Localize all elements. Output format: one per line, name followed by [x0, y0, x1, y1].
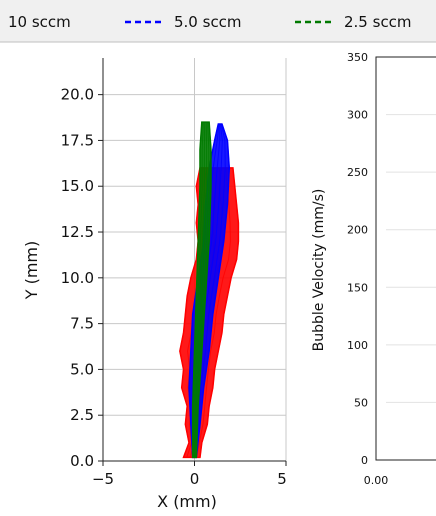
trajectory-strand: [195, 122, 210, 458]
velocity-y-tick-label: 0: [361, 454, 368, 467]
legend: 10 sccm 5.0 sccm 2.5 sccm: [0, 0, 436, 43]
velocity-y-tick-label: 100: [347, 339, 368, 352]
trajectory-y-axis-label: Y (mm): [22, 241, 41, 301]
velocity-y-tick-label: 150: [347, 281, 368, 294]
velocity-grid: [386, 114, 436, 403]
trajectory-y-tick-label: 2.5: [70, 406, 94, 424]
trajectory-strand: [194, 122, 208, 458]
trajectory-y-tick-label: 12.5: [61, 223, 94, 241]
trajectory-x-tick-label: −5: [92, 470, 114, 488]
velocity-y-tick-label: 250: [347, 166, 368, 179]
trajectory-strand: [192, 122, 204, 458]
trajectory-x-tick-label: 0: [190, 470, 200, 488]
trajectory-strand: [195, 123, 226, 458]
legend-label-2-5-sccm: 2.5 sccm: [344, 13, 412, 31]
trajectory-strand: [192, 122, 203, 458]
legend-label-10-sccm: 10 sccm: [8, 13, 71, 31]
trajectory-y-tick-label: 0.0: [70, 452, 94, 470]
velocity-y-axis-label: Bubble Velocity (mm/s): [311, 189, 327, 352]
trajectory-chart: 0.0 2.5 5.0 7.5 10.0 12.5 15.0 17.5 20.0 −5 0 5 Y …: [22, 58, 287, 511]
velocity-plot-area: [375, 56, 436, 461]
trajectory-y-tick-label: 10.0: [61, 269, 94, 287]
trajectory-x-ticks: −5 0 5: [92, 461, 287, 488]
trajectory-y-tick-label: 5.0: [70, 360, 94, 378]
velocity-y-tick-label: 200: [347, 224, 368, 237]
trajectory-y-tick-label: 20.0: [61, 86, 94, 104]
legend-background: [0, 0, 436, 42]
trajectory-y-tick-label: 15.0: [61, 177, 94, 195]
trajectory-x-axis-label: X (mm): [157, 492, 217, 511]
velocity-y-tick-label: 350: [347, 51, 368, 64]
velocity-x-ticks: 0.00: [364, 474, 389, 487]
trajectory-strand: [195, 123, 230, 458]
trajectory-strand: [195, 122, 212, 458]
velocity-x-tick-label: 0.00: [364, 474, 389, 487]
velocity-y-tick-label: 50: [354, 396, 368, 409]
velocity-chart: 0 50 100 150 200 250 300 350 0.00 Bubble Veloci…: [311, 51, 436, 487]
trajectory-y-tick-label: 17.5: [61, 131, 94, 149]
velocity-y-tick-label: 300: [347, 109, 368, 122]
trajectory-strand: [196, 167, 231, 458]
trajectory-series: [179, 121, 240, 459]
trajectory-strand: [179, 167, 201, 458]
legend-label-5-sccm: 5.0 sccm: [174, 13, 242, 31]
trajectory-y-ticks: 0.0 2.5 5.0 7.5 10.0 12.5 15.0 17.5 20.0: [61, 86, 103, 470]
trajectory-y-tick-label: 7.5: [70, 315, 94, 333]
trajectory-strand: [193, 122, 206, 458]
velocity-y-ticks: 0 50 100 150 200 250 300 350: [347, 51, 368, 467]
trajectory-strand: [199, 167, 239, 458]
trajectory-x-tick-label: 5: [277, 470, 287, 488]
